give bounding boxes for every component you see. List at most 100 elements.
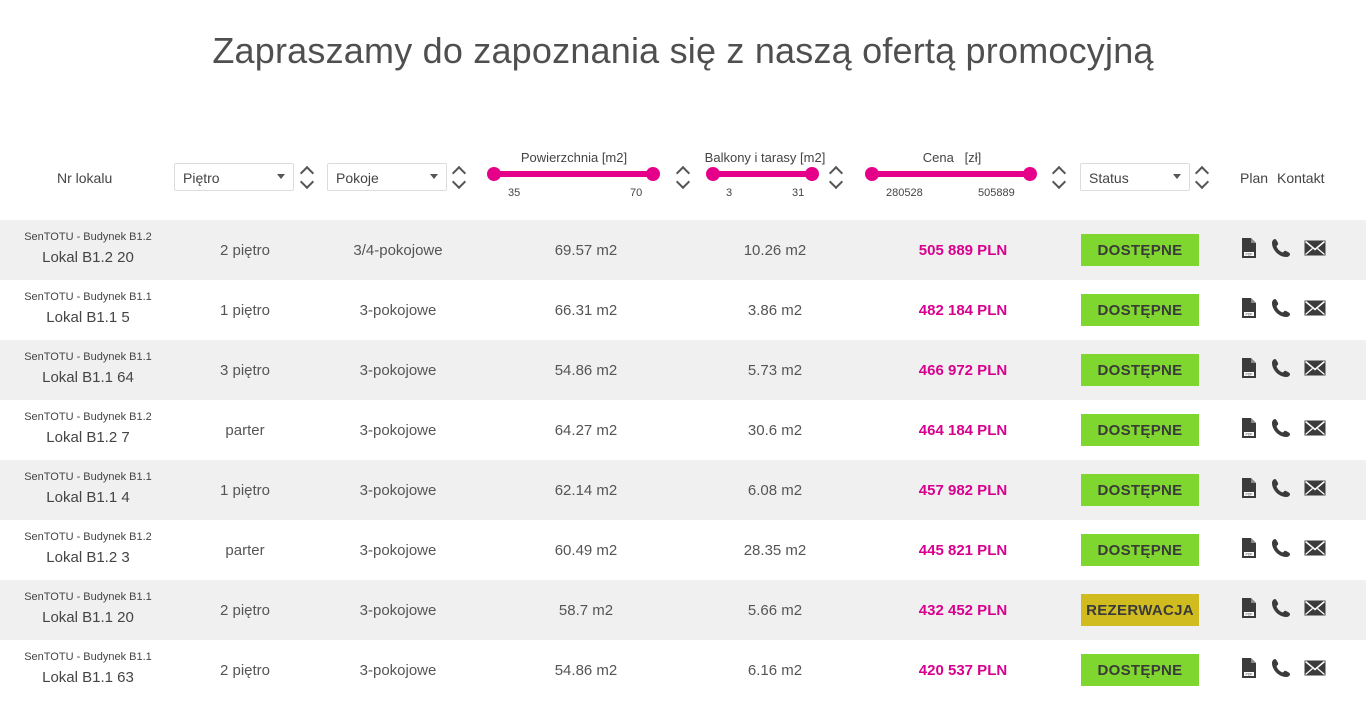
envelope-icon[interactable]: [1304, 600, 1326, 621]
area-cell: 62.14 m2: [554, 481, 618, 499]
phone-icon[interactable]: [1271, 658, 1291, 683]
area-cell: 69.57 m2: [554, 241, 618, 259]
pdf-file-icon[interactable]: PDF: [1241, 357, 1257, 384]
status-badge[interactable]: REZERWACJA: [1081, 594, 1199, 626]
pdf-file-icon[interactable]: PDF: [1241, 537, 1257, 564]
table-row[interactable]: SenTOTU - Budynek B1.2 Lokal B1.2 7 parter…: [0, 400, 1366, 460]
balcony-cell: 30.6 m2: [747, 421, 803, 439]
table-row[interactable]: SenTOTU - Budynek B1.2 Lokal B1.2 3 parter…: [0, 520, 1366, 580]
unit-cell: SenTOTU - Budynek B1.1 Lokal B1.1 5: [0, 280, 176, 340]
envelope-icon[interactable]: [1304, 240, 1326, 261]
envelope-icon[interactable]: [1304, 420, 1326, 441]
row-actions: PDF: [1241, 297, 1331, 321]
pdf-file-icon[interactable]: PDF: [1241, 417, 1257, 444]
sort-down-icon[interactable]: [299, 174, 315, 190]
building-name: SenTOTU - Budynek B1.1: [24, 351, 152, 363]
area-cell: 54.86 m2: [554, 361, 618, 379]
svg-text:PDF: PDF: [1246, 493, 1253, 497]
pdf-file-icon[interactable]: PDF: [1241, 297, 1257, 324]
sort-down-icon[interactable]: [1051, 174, 1067, 190]
table-row[interactable]: SenTOTU - Budynek B1.1 Lokal B1.1 64 3 pię…: [0, 340, 1366, 400]
phone-icon[interactable]: [1271, 598, 1291, 623]
balcony-slider-min-handle[interactable]: [706, 167, 720, 181]
floor-cell: parter: [225, 421, 265, 439]
rooms-cell: 3-pokojowe: [359, 661, 437, 679]
unit-number: Lokal B1.2 7: [46, 429, 130, 446]
unit-number: Lokal B1.2 20: [42, 249, 134, 266]
phone-icon[interactable]: [1271, 358, 1291, 383]
status-badge[interactable]: DOSTĘPNE: [1081, 474, 1199, 506]
balcony-slider-max-handle[interactable]: [805, 167, 819, 181]
building-name: SenTOTU - Budynek B1.1: [24, 651, 152, 663]
status-badge[interactable]: DOSTĘPNE: [1081, 534, 1199, 566]
balcony-sort-arrows[interactable]: [828, 164, 844, 192]
status-sort-arrows[interactable]: [1194, 164, 1210, 192]
floor-cell: 1 piętro: [219, 301, 271, 319]
phone-icon[interactable]: [1271, 298, 1291, 323]
building-name: SenTOTU - Budynek B1.1: [24, 291, 152, 303]
table-row[interactable]: SenTOTU - Budynek B1.1 Lokal B1.1 20 2 pię…: [0, 580, 1366, 640]
status-select[interactable]: Status: [1080, 163, 1190, 191]
building-name: SenTOTU - Budynek B1.2: [24, 231, 152, 243]
floor-cell: 1 piętro: [219, 481, 271, 499]
rooms-sort-arrows[interactable]: [451, 164, 467, 192]
envelope-icon[interactable]: [1304, 540, 1326, 561]
table-row[interactable]: SenTOTU - Budynek B1.1 Lokal B1.1 5 1 pięt…: [0, 280, 1366, 340]
phone-icon[interactable]: [1271, 478, 1291, 503]
balcony-min-value: 3: [726, 187, 733, 199]
price-sort-arrows[interactable]: [1051, 164, 1067, 192]
row-actions: PDF: [1241, 597, 1331, 621]
svg-text:PDF: PDF: [1246, 253, 1253, 257]
area-slider-max-handle[interactable]: [646, 167, 660, 181]
floor-select[interactable]: Piętro: [174, 163, 294, 191]
sort-down-icon[interactable]: [451, 174, 467, 190]
pdf-file-icon[interactable]: PDF: [1241, 237, 1257, 264]
price-cell: 445 821 PLN: [918, 541, 1008, 559]
building-name: SenTOTU - Budynek B1.2: [24, 531, 152, 543]
area-cell: 58.7 m2: [558, 601, 614, 619]
sort-down-icon[interactable]: [828, 174, 844, 190]
floor-sort-arrows[interactable]: [299, 164, 315, 192]
table-row[interactable]: SenTOTU - Budynek B1.2 Lokal B1.2 20 2 pię…: [0, 220, 1366, 280]
price-slider-max-handle[interactable]: [1023, 167, 1037, 181]
sort-down-icon[interactable]: [675, 174, 691, 190]
table-row[interactable]: SenTOTU - Budynek B1.1 Lokal B1.1 4 1 pięt…: [0, 460, 1366, 520]
rooms-cell: 3-pokojowe: [359, 541, 437, 559]
area-slider-min-handle[interactable]: [487, 167, 501, 181]
pdf-file-icon[interactable]: PDF: [1241, 597, 1257, 624]
unit-cell: SenTOTU - Budynek B1.1 Lokal B1.1 4: [0, 460, 176, 520]
sort-down-icon[interactable]: [1194, 174, 1210, 190]
status-badge[interactable]: DOSTĘPNE: [1081, 234, 1199, 266]
envelope-icon[interactable]: [1304, 660, 1326, 681]
envelope-icon[interactable]: [1304, 480, 1326, 501]
rooms-select[interactable]: Pokoje: [327, 163, 447, 191]
balcony-cell: 10.26 m2: [743, 241, 807, 259]
balcony-cell: 5.73 m2: [747, 361, 803, 379]
area-slider-track[interactable]: [494, 171, 654, 177]
pdf-file-icon[interactable]: PDF: [1241, 657, 1257, 684]
phone-icon[interactable]: [1271, 238, 1291, 263]
area-sort-arrows[interactable]: [675, 164, 691, 192]
table-row[interactable]: SenTOTU - Budynek B1.1 Lokal B1.1 63 2 pię…: [0, 640, 1366, 700]
phone-icon[interactable]: [1271, 418, 1291, 443]
balcony-cell: 6.16 m2: [747, 661, 803, 679]
balcony-slider-track[interactable]: [713, 171, 813, 177]
pdf-file-icon[interactable]: PDF: [1241, 477, 1257, 504]
area-max-value: 70: [630, 187, 643, 199]
area-cell: 64.27 m2: [554, 421, 618, 439]
price-slider-track[interactable]: [872, 171, 1030, 177]
status-badge[interactable]: DOSTĘPNE: [1081, 354, 1199, 386]
price-cell: 432 452 PLN: [918, 601, 1008, 619]
rooms-select-value: Pokoje: [336, 170, 379, 186]
unit-number: Lokal B1.1 64: [42, 369, 134, 386]
price-slider-min-handle[interactable]: [865, 167, 879, 181]
status-badge[interactable]: DOSTĘPNE: [1081, 294, 1199, 326]
price-cell: 464 184 PLN: [918, 421, 1008, 439]
phone-icon[interactable]: [1271, 538, 1291, 563]
envelope-icon[interactable]: [1304, 300, 1326, 321]
rooms-cell: 3-pokojowe: [359, 601, 437, 619]
status-badge[interactable]: DOSTĘPNE: [1081, 654, 1199, 686]
status-badge[interactable]: DOSTĘPNE: [1081, 414, 1199, 446]
price-cell: 466 972 PLN: [918, 361, 1008, 379]
envelope-icon[interactable]: [1304, 360, 1326, 381]
